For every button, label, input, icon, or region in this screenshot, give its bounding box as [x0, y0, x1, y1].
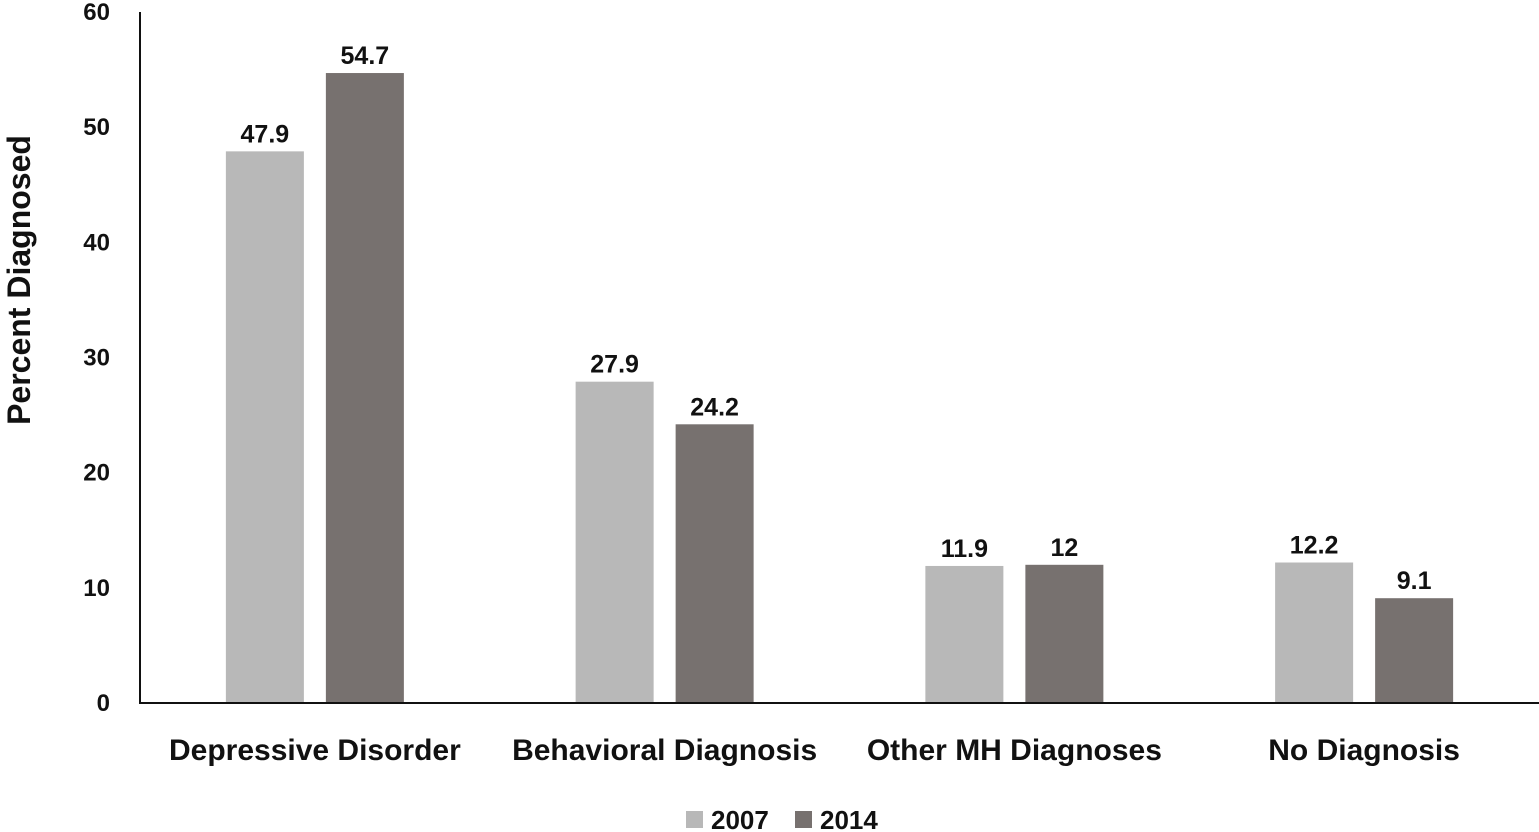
- y-tick-label: 30: [83, 345, 110, 372]
- legend-label: 2014: [820, 805, 878, 832]
- y-axis-ticks: 0 10 20 30 40 50 60: [83, 0, 110, 717]
- data-labels: 47.9 54.7 27.9 24.2 11.9 12 12.2 9.1: [241, 42, 1432, 595]
- data-label: 24.2: [690, 393, 739, 421]
- data-label: 12.2: [1290, 531, 1339, 559]
- data-label: 27.9: [590, 351, 639, 379]
- category-label: Other MH Diagnoses: [867, 734, 1162, 767]
- y-tick-label: 10: [83, 575, 110, 602]
- bar-2007-0: [225, 151, 304, 703]
- data-label: 9.1: [1397, 567, 1432, 595]
- bar-2014-3: [1375, 598, 1454, 703]
- bars: [225, 73, 1454, 703]
- bar-2007-1: [575, 381, 654, 703]
- y-tick-label: 20: [83, 460, 110, 487]
- data-label: 54.7: [341, 42, 390, 70]
- data-label: 47.9: [241, 120, 290, 148]
- y-tick-label: 60: [83, 0, 110, 26]
- legend-swatch-2014: [795, 811, 812, 828]
- y-tick-label: 50: [83, 114, 110, 141]
- legend-label: 2007: [711, 805, 769, 832]
- axes: [139, 12, 1539, 704]
- category-label: No Diagnosis: [1268, 734, 1460, 767]
- bar-2007-2: [925, 565, 1004, 703]
- category-labels: Depressive Disorder Behavioral Diagnosis O…: [169, 734, 1460, 767]
- bar-2014-0: [325, 73, 404, 703]
- legend: 2007 2014: [686, 805, 878, 832]
- data-label: 12: [1050, 534, 1078, 562]
- data-label: 11.9: [941, 535, 988, 563]
- category-label: Behavioral Diagnosis: [512, 734, 817, 767]
- category-label: Depressive Disorder: [169, 734, 461, 767]
- bar-2014-1: [675, 424, 754, 703]
- y-tick-label: 40: [83, 229, 110, 256]
- legend-swatch-2007: [686, 811, 703, 828]
- y-tick-label: 0: [97, 690, 110, 717]
- bar-2007-3: [1275, 562, 1354, 703]
- y-axis-title: Percent Diagnosed: [1, 135, 37, 425]
- bar-2014-2: [1025, 564, 1104, 703]
